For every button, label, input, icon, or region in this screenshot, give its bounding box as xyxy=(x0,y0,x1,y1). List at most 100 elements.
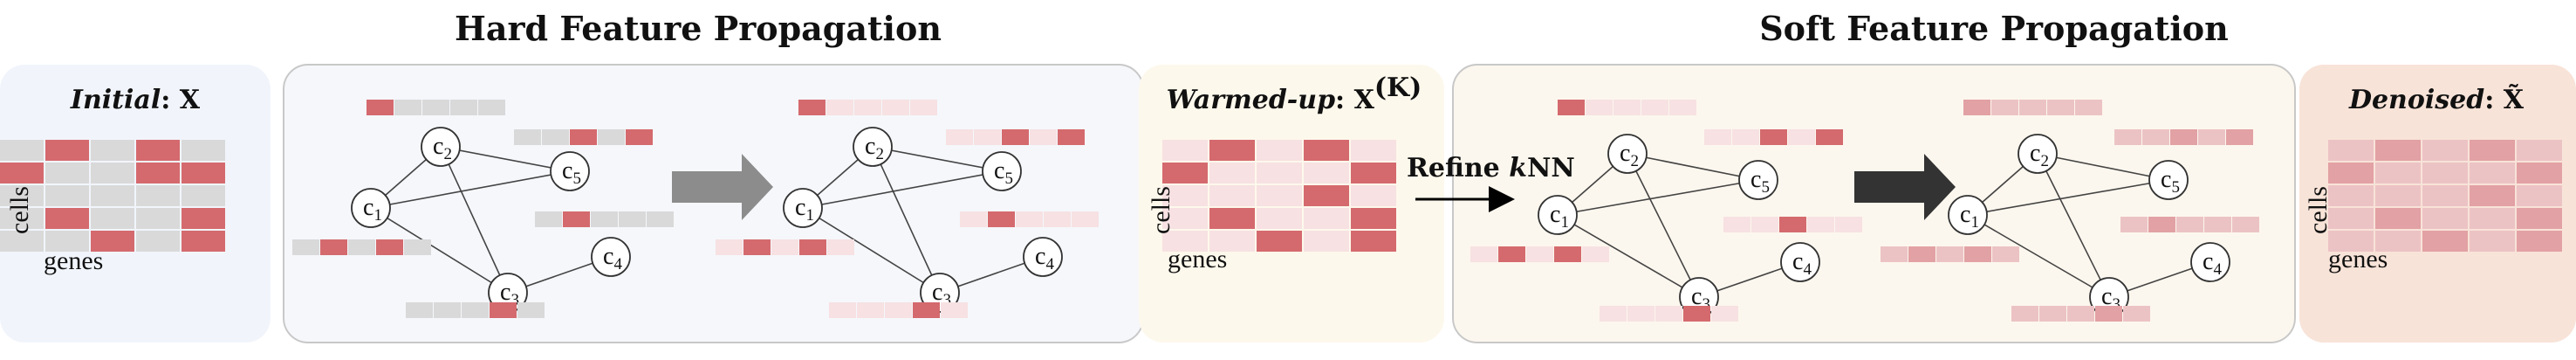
feature-strip-cell xyxy=(1788,129,1815,145)
feature-strip-cell xyxy=(2075,100,2102,115)
feature-strip-cell xyxy=(1586,100,1613,115)
denoised-matrix-label: Denoised: X̃ xyxy=(2348,85,2525,115)
feature-strip-cell xyxy=(1936,246,1963,262)
feature-strip-cell xyxy=(1554,246,1581,262)
feature-strip-cell xyxy=(1992,246,2019,262)
feature-strip-cell xyxy=(771,239,798,255)
warmed-matrix-cell xyxy=(1351,231,1396,252)
feature-strip-cell xyxy=(1470,246,1497,262)
denoised-matrix-cell xyxy=(2422,231,2468,252)
denoised-matrix-cell xyxy=(2328,208,2374,229)
feature-strip-cell xyxy=(1723,217,1750,232)
warmed-matrix-cell xyxy=(1351,208,1396,229)
initial-genes-label: genes xyxy=(44,246,103,275)
node-label: c3 xyxy=(2101,283,2120,314)
feature-strip-cell xyxy=(2176,217,2203,232)
initial-matrix-cell xyxy=(0,185,44,206)
feature-strip-cell xyxy=(1613,100,1641,115)
feature-strip-cell xyxy=(1526,246,1553,262)
node-c5 xyxy=(1738,160,1778,200)
denoised-matrix-cell xyxy=(2375,231,2421,252)
node-label: c4 xyxy=(2203,248,2222,279)
feature-strip-cell xyxy=(517,302,545,318)
hard-graph-before: c1 c2 c3 c4 c5 xyxy=(292,100,674,318)
feature-strip-cell xyxy=(367,100,394,115)
node-label: c4 xyxy=(1035,243,1054,273)
warmed-cells-label: cells xyxy=(1147,186,1175,234)
initial-matrix-cell xyxy=(91,185,134,206)
hard-propagation-arrow xyxy=(672,154,773,220)
initial-matrix-cell xyxy=(45,208,89,229)
feature-strip-cell xyxy=(2120,217,2148,232)
feature-strip-cell xyxy=(1711,306,1738,322)
feature-strip-cell xyxy=(1582,246,1609,262)
initial-matrix-cell xyxy=(136,140,180,161)
feature-strip-cell xyxy=(626,129,653,145)
feature-strip-cell xyxy=(1991,100,2018,115)
initial-matrix-cell xyxy=(0,231,44,252)
feature-strip-cell xyxy=(1751,217,1778,232)
node-label: c2 xyxy=(433,133,452,163)
graph-edge xyxy=(370,207,509,294)
feature-strip-cell xyxy=(854,100,881,115)
denoised-matrix-cell xyxy=(2517,140,2562,161)
denoised-matrix-cell xyxy=(2422,208,2468,229)
feature-strip-cell xyxy=(960,211,987,227)
initial-matrix-cell xyxy=(91,208,134,229)
node-label: c2 xyxy=(2030,140,2049,170)
denoised-matrix-cell xyxy=(2470,163,2515,183)
warmed-matrix-cell xyxy=(1257,231,1302,252)
warmed-matrix-cell xyxy=(1351,163,1396,183)
node-c2 xyxy=(853,127,893,167)
refine-suffix: NN xyxy=(1527,153,1575,183)
denoised-matrix-cell xyxy=(2517,185,2562,206)
node-label: c5 xyxy=(2161,166,2180,197)
feature-strip-cell xyxy=(404,239,431,255)
warmed-matrix-cell xyxy=(1257,185,1302,206)
node-label: c1 xyxy=(795,194,814,225)
warmed-matrix-cell xyxy=(1162,140,1208,161)
node-c5 xyxy=(550,151,590,191)
hard-graph-after: c1 c2 c3 c4 c5 xyxy=(716,100,1099,318)
node-c5 xyxy=(2148,160,2189,200)
feature-strip-cell xyxy=(320,239,347,255)
warmed-matrix-cell xyxy=(1162,163,1208,183)
warmed-matrix-cell xyxy=(1304,208,1349,229)
denoised-matrix-cell xyxy=(2328,185,2374,206)
feature-strip-cell xyxy=(406,302,433,318)
feature-strip-cell xyxy=(1058,129,1085,145)
feature-strip-cell xyxy=(829,302,856,318)
initial-matrix-cell xyxy=(182,208,225,229)
feature-strip-cell xyxy=(619,211,646,227)
denoised-matrix-cell xyxy=(2470,208,2515,229)
graph-edge xyxy=(802,207,941,294)
feature-strip-cell xyxy=(1835,217,1862,232)
refine-text: Refine xyxy=(1407,153,1509,183)
graph-edge xyxy=(2037,153,2110,298)
denoised-genes-label: genes xyxy=(2328,245,2388,273)
node-c1 xyxy=(1538,195,1578,235)
soft-propagation-arrow xyxy=(1854,154,1956,220)
node-c4 xyxy=(1780,242,1820,282)
feature-strip-cell xyxy=(2198,129,2225,145)
denoised-matrix-cell xyxy=(2470,140,2515,161)
denoised-matrix-cell xyxy=(2328,231,2374,252)
warmed-label-superscript: (K) xyxy=(1374,73,1422,103)
initial-matrix-cell xyxy=(45,163,89,183)
denoised-matrix-cell xyxy=(2375,208,2421,229)
initial-matrix-cell xyxy=(0,163,44,183)
initial-matrix-cell xyxy=(182,140,225,161)
node-label: c3 xyxy=(1691,283,1710,314)
denoised-matrix xyxy=(2328,140,2562,252)
node-label: c3 xyxy=(932,279,951,309)
feature-strip-cell xyxy=(647,211,674,227)
feature-strip-cell xyxy=(913,302,940,318)
denoised-matrix-cell xyxy=(2375,185,2421,206)
node-label: c2 xyxy=(865,133,884,163)
feature-strip-cell xyxy=(1779,217,1806,232)
initial-matrix-cell xyxy=(182,231,225,252)
feature-strip-cell xyxy=(1732,129,1759,145)
warmed-matrix-cell xyxy=(1209,163,1255,183)
denoised-matrix-cell xyxy=(2328,140,2374,161)
denoised-matrix-cell xyxy=(2328,163,2374,183)
